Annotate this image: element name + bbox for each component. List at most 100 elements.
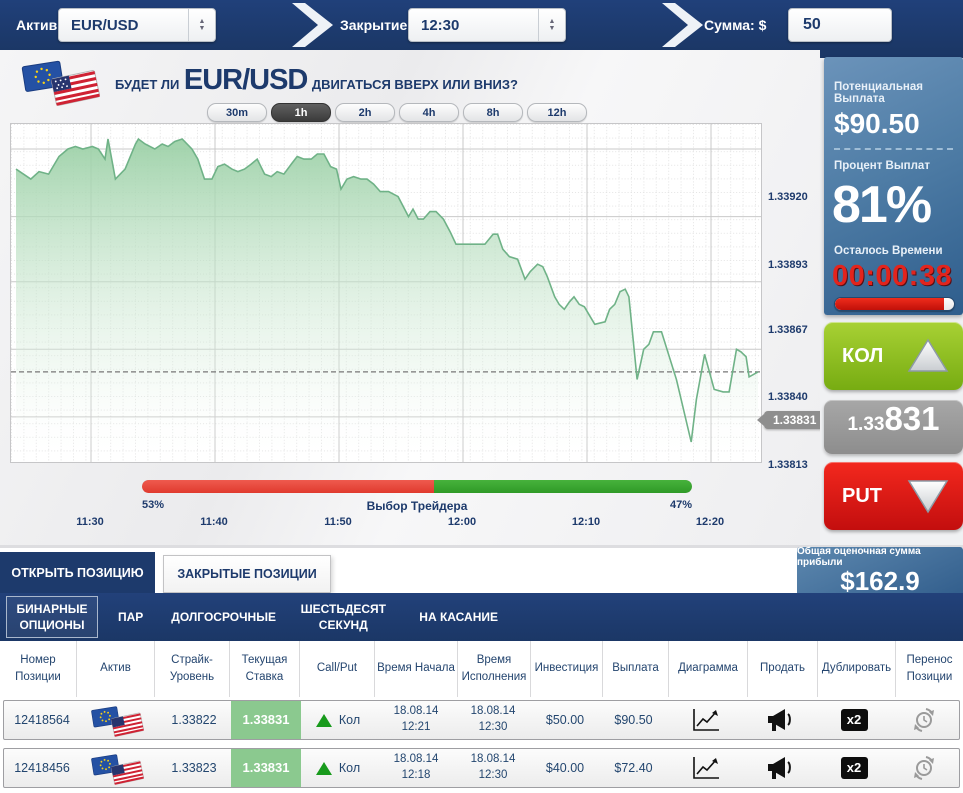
tab-closed-positions-label: ЗАКРЫТЫЕ ПОЗИЦИИ [177, 567, 317, 581]
column-header: Call/Put [300, 641, 375, 697]
timeframe-2h[interactable]: 2h [335, 103, 395, 122]
tab-open-positions[interactable]: ОТКРЫТЬ ПОЗИЦИЮ [0, 552, 155, 593]
time-left-value: 00:00:38 [832, 260, 953, 292]
current-rate-display: 1.33 831 [824, 400, 963, 454]
sell-action[interactable] [745, 749, 815, 787]
option-type-tabs: БИНАРНЫЕ ОПЦИОНЫ ПАР ДОЛГОСРОЧНЫЕ ШЕСТЬДЕСЯ… [0, 593, 963, 641]
asset-cell [80, 701, 157, 739]
dashed-divider [834, 148, 953, 150]
question-asset: EUR/USD [183, 64, 309, 96]
rollover-action[interactable] [893, 701, 955, 739]
rollover-clock-icon[interactable] [910, 754, 938, 782]
column-header: Время Начала [375, 641, 458, 697]
time-left-label: Осталось Времени [834, 245, 943, 257]
chart-action[interactable] [666, 701, 745, 739]
positions-table-header: Номер Позиции Актив Страйк- Уровень Текущая… [0, 641, 963, 697]
chart-icon[interactable] [691, 755, 721, 781]
position-row: 12418564 1.33822 1.33831 Кол 18.08.14 12:21 18… [3, 700, 960, 740]
total-profit-panel: Общая оценочная сумма прибыли $162.9 [797, 546, 963, 594]
subtab-пар[interactable]: ПАР [118, 609, 144, 624]
start-time-cell: 18.08.14 12:21 [393, 705, 439, 733]
chevron-separator-icon [662, 3, 703, 47]
rollover-clock-icon[interactable] [910, 706, 938, 734]
duplicate-x2-badge[interactable]: x2 [840, 709, 868, 731]
price-chart-svg [11, 124, 761, 462]
amount-label: Сумма: $ [704, 17, 767, 33]
tab-closed-positions[interactable]: ЗАКРЫТЫЕ ПОЗИЦИИ [163, 555, 331, 593]
megaphone-icon[interactable] [766, 707, 794, 733]
position-row: 12418456 1.33823 1.33831 Кол 18.08.14 12:18 18… [3, 748, 960, 788]
call-percent-label: 47% [669, 499, 692, 511]
end-time-cell: 18.08.14 12:30 [470, 753, 516, 781]
call-up-triangle-icon [315, 713, 332, 727]
put-button[interactable]: PUT [824, 462, 963, 530]
subtab-бинарные-опционы[interactable]: БИНАРНЫЕ ОПЦИОНЫ [6, 595, 98, 639]
timeframe-8h[interactable]: 8h [463, 103, 523, 122]
time-progress-fill [835, 298, 945, 310]
time-axis-label: 12:10 [571, 516, 601, 528]
trader-choice-title: Выбор Трейдера [366, 499, 468, 513]
question-suffix: ДВИГАТЬСЯ ВВЕРХ ИЛИ ВНИЗ? [311, 77, 518, 92]
select-stepper-icon[interactable] [188, 9, 215, 41]
eurusd-flags-icon [21, 60, 100, 106]
arrow-up-icon [907, 338, 949, 372]
call-button[interactable]: КОЛ [824, 322, 963, 390]
closing-label: Закрытие: [340, 17, 412, 33]
column-header: Дублировать [818, 641, 896, 697]
time-axis-label: 11:40 [200, 516, 228, 528]
subtab-долгосрочные[interactable]: ДОЛГОСРОЧНЫЕ [171, 609, 276, 624]
payout-percent-value: 81% [832, 176, 932, 234]
sidebar-notch-band [820, 50, 963, 58]
column-header: Продать [748, 641, 818, 697]
megaphone-icon[interactable] [766, 755, 794, 781]
total-profit-label: Общая оценочная сумма прибыли [797, 546, 921, 568]
chart-icon[interactable] [691, 707, 721, 733]
column-header: Актив [77, 641, 155, 697]
chart-panel: БУДЕТ ЛИ EUR/USD ДВИГАТЬСЯ ВВЕРХ ИЛИ ВНИ… [0, 50, 826, 545]
sell-action[interactable] [745, 701, 815, 739]
duplicate-action[interactable]: x2 [815, 701, 893, 739]
time-progress-track [834, 297, 955, 311]
rollover-action[interactable] [893, 749, 955, 787]
call-up-triangle-icon [315, 761, 332, 775]
column-header: Перенос Позиции [906, 653, 953, 683]
current-rate-big: 831 [884, 400, 940, 437]
arrow-down-icon [907, 480, 949, 514]
position-id: 12418456 [14, 760, 70, 775]
price-axis-label: 1.33813 [768, 458, 808, 471]
price-chart[interactable] [10, 123, 762, 463]
timeframe-1h[interactable]: 1h [271, 103, 331, 122]
eurusd-flags-icon [90, 706, 144, 737]
put-percent-label: 53% [142, 499, 165, 511]
start-time-cell: 18.08.14 12:18 [393, 753, 439, 781]
timeframe-4h[interactable]: 4h [399, 103, 459, 122]
payout-panel: Потенциальная Выплата $90.50 Процент Вып… [824, 57, 963, 315]
section-divider [0, 545, 963, 548]
top-toolbar: Актив: EUR/USD Закрытие: 12:30 Сумма: $ [0, 0, 963, 50]
put-button-label: PUT [842, 484, 882, 507]
subtab-на-касание[interactable]: НА КАСАНИЕ [419, 609, 498, 624]
asset-select[interactable]: EUR/USD [58, 8, 216, 42]
select-stepper-icon[interactable] [538, 9, 565, 41]
column-header: Номер Позиции [0, 641, 77, 697]
column-header: Время Исполнения [458, 641, 531, 697]
potential-payout-label: Потенциальная Выплата [834, 81, 923, 105]
duplicate-action[interactable]: x2 [815, 749, 893, 787]
trader-choice-put-segment [142, 480, 434, 493]
potential-payout-value: $90.50 [834, 108, 920, 139]
price-axis-label: 1.33840 [768, 391, 808, 404]
question-prefix: БУДЕТ ЛИ [115, 77, 180, 92]
timeframe-12h[interactable]: 12h [527, 103, 587, 122]
time-axis-label: 11:30 [76, 516, 104, 528]
duplicate-x2-badge[interactable]: x2 [840, 757, 868, 779]
timeframe-tabs: 30m 1h 2h 4h 8h 12h [207, 103, 587, 122]
current-rate-cell: 1.33831 [231, 749, 301, 787]
direction-cell: Кол [301, 701, 375, 739]
call-button-label: КОЛ [842, 344, 884, 367]
timeframe-30m[interactable]: 30m [207, 103, 267, 122]
subtab-шестьдесят-секунд[interactable]: ШЕСТЬДЕСЯТ СЕКУНД [300, 601, 386, 632]
amount-input[interactable] [788, 8, 892, 42]
chart-action[interactable] [666, 749, 745, 787]
closing-select[interactable]: 12:30 [408, 8, 566, 42]
current-rate-small: 1.33 [847, 414, 885, 435]
